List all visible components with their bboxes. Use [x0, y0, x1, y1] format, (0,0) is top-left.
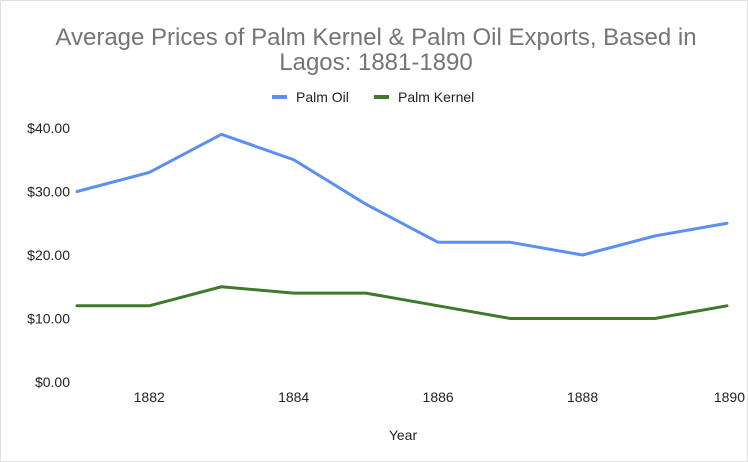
legend: Palm Oil Palm Kernel [272, 89, 474, 105]
x-tick-label: 1886 [423, 389, 454, 405]
series-line-palm-kernel [75, 285, 729, 320]
x-tick-label: 1882 [134, 389, 165, 405]
x-tick-label: 1884 [278, 389, 309, 405]
y-tick-label: $20.00 [27, 247, 70, 263]
y-tick-label: $0.00 [35, 374, 70, 390]
x-tick-label: 1890 [714, 389, 745, 405]
legend-swatch-palm-oil [272, 95, 287, 99]
series-lines [75, 132, 729, 320]
chart-title-line-1: Average Prices of Palm Kernel & Palm Oil… [55, 24, 696, 51]
x-axis-ticks: 1882 1884 1886 1888 1890 [134, 389, 746, 405]
y-axis-ticks: $0.00 $10.00 $20.00 $30.00 $40.00 [27, 120, 70, 390]
legend-label-palm-oil: Palm Oil [296, 89, 349, 105]
y-tick-label: $30.00 [27, 184, 70, 200]
x-axis-label: Year [389, 427, 418, 443]
legend-label-palm-kernel: Palm Kernel [398, 89, 474, 105]
chart-title-line-2: Lagos: 1881-1890 [279, 49, 473, 76]
legend-swatch-palm-kernel [374, 95, 389, 99]
y-tick-label: $10.00 [27, 311, 70, 327]
x-tick-label: 1888 [567, 389, 598, 405]
y-tick-label: $40.00 [27, 120, 70, 136]
series-line-palm-oil [75, 132, 729, 257]
